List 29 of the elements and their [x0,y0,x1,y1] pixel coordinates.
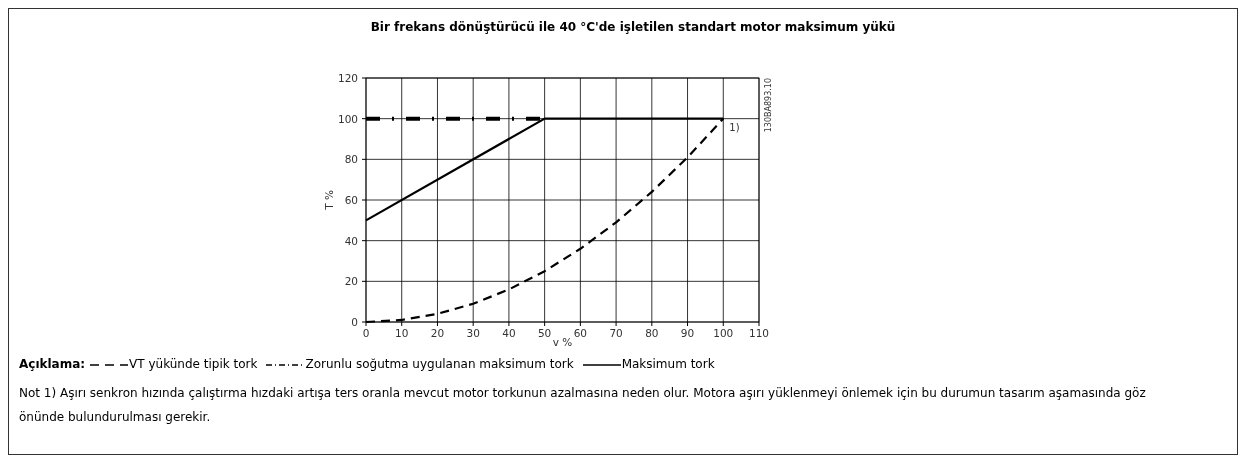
legend-title: Açıklama: [19,357,86,371]
y-tick-label: 100 [337,112,358,125]
y-tick-label: 120 [337,72,358,84]
legend-label: Maksimum tork [620,357,715,371]
x-tick-label: 60 [573,327,588,339]
x-tick-label: 30 [466,327,480,339]
chart-title: Bir frekans dönüştürücü ile 40 °C'de işletilen standart motor maksimum yükü [370,20,896,34]
y-tick-label: 60 [344,194,358,206]
x-axis-title: v % [552,336,573,348]
y-axis-title: T % [323,190,335,211]
y-tick-label: 0 [351,316,358,328]
x-tick-label: 90 [680,327,695,339]
legend-label: VT yükünde tipik tork [128,357,258,371]
x-tick-label: 0 [362,327,370,339]
y-tick-label: 40 [344,234,358,247]
x-tick-label: 100 [713,327,734,339]
annotation: 1) [729,121,740,133]
x-tick-label: 40 [502,327,516,339]
y-tick-label: 80 [344,153,358,166]
text: 130BA893.10 [764,78,773,133]
x-tick-label: 10 [395,327,409,339]
x-tick-label: 50 [537,327,552,339]
legend-label: Zorunlu soğutma uygulanan maksimum tork [304,357,574,371]
x-tick-label: 80 [645,327,659,339]
x-tick-label: 70 [609,327,623,339]
text: Not 1) Aşırı senkron hızında çalıştırma hızdaki artışa ters oranla mevcut motor torkunun azalmasına neden olur. Motora aşırı yüklenmeyi önlemek için bu durumun tasarım aşamasında göz önünde bulundurulması gerekir. [19,385,1147,426]
y-tick-label: 20 [344,275,358,288]
x-tick-label: 110 [748,327,770,339]
x-tick-label: 20 [430,327,445,339]
